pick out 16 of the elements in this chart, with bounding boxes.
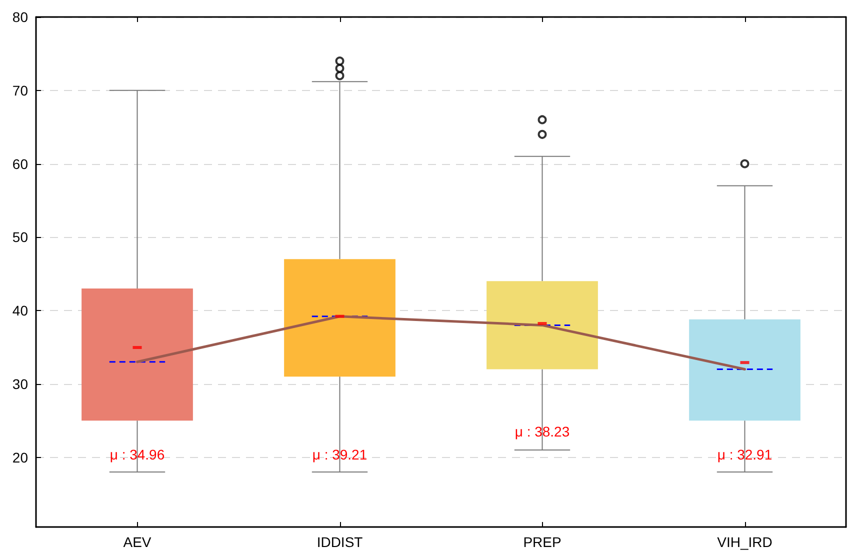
annotation: μ : 34.96 [110, 446, 165, 462]
annotation: μ : 39.21 [312, 446, 368, 462]
y-tick-label: 80 [12, 9, 28, 25]
annotation: μ : 32.91 [717, 446, 772, 462]
y-tick-label: 60 [12, 156, 28, 172]
y-tick-label: 30 [12, 376, 28, 392]
line-series [136, 315, 746, 370]
y-tick-label: 40 [12, 302, 28, 319]
y-tick-label: 70 [12, 82, 28, 98]
x-tick-label: PREP [523, 534, 562, 550]
x-tick-label: AEV [123, 534, 152, 550]
y-tick-label: 50 [12, 229, 28, 246]
y-tick-label: 20 [12, 449, 28, 466]
x-tick-label: VIH_IRD [717, 534, 772, 550]
annotation: μ : 38.23 [514, 424, 570, 440]
x-tick-label: IDDIST [316, 534, 364, 550]
